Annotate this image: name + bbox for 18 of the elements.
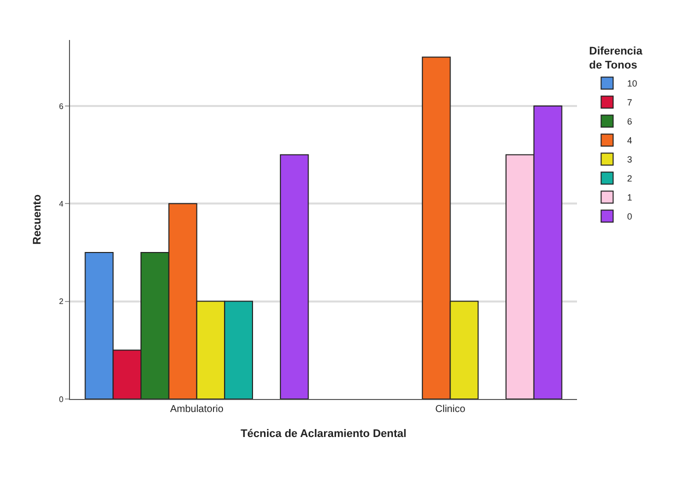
legend-label: 10: [627, 78, 638, 89]
y-tick-label: 2: [58, 297, 64, 306]
y-axis-title: Recuento: [32, 194, 44, 245]
legend-label: 0: [627, 212, 632, 222]
legend-label: 4: [627, 136, 632, 146]
y-tick-label: 4: [58, 199, 64, 208]
x-tick-label: Ambulatorio: [170, 404, 224, 415]
legend-label: 2: [627, 174, 632, 184]
legend-label: 1: [627, 192, 632, 203]
y-tick-label: 0: [58, 394, 64, 404]
legend-label: 6: [627, 116, 632, 127]
y-tick-label: 6: [58, 102, 64, 111]
x-axis-title: Técnica de Aclaramiento Dental: [240, 428, 406, 440]
legend-label: 3: [627, 154, 632, 165]
x-tick-label: Clinico: [435, 404, 466, 415]
legend-label: 7: [627, 98, 632, 108]
bar: [280, 154, 309, 399]
legend-title: Diferencia de Tonos: [589, 45, 644, 72]
